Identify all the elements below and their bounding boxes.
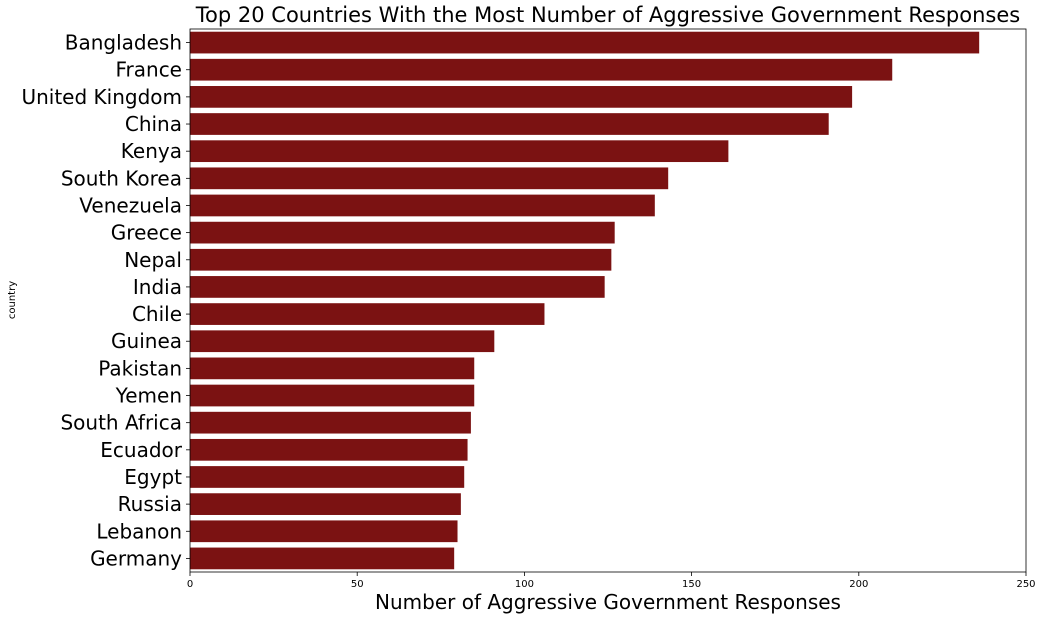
x-axis-label: Number of Aggressive Government Response… <box>375 590 841 614</box>
category-label: South Korea <box>61 166 182 190</box>
category-label: Pakistan <box>98 356 182 380</box>
category-label: Kenya <box>121 139 182 163</box>
category-label: Nepal <box>124 248 182 272</box>
bar-egypt <box>190 466 465 488</box>
category-label: Egypt <box>124 465 182 489</box>
category-label: Greece <box>111 221 182 245</box>
plot-frame <box>189 28 1027 573</box>
chart-title: Top 20 Countries With the Most Number of… <box>195 3 1020 27</box>
x-tick-label: 50 <box>351 579 364 590</box>
bar-bangladesh <box>190 31 980 54</box>
category-label: Germany <box>90 546 182 570</box>
x-tick-label: 100 <box>515 579 534 590</box>
x-axis-ticks: 0 50 100 150 200 250 <box>187 572 1036 590</box>
bar-ecuador <box>190 438 468 461</box>
bar-france <box>190 58 893 81</box>
category-label: India <box>133 275 182 299</box>
bar-greece <box>190 221 615 244</box>
bar-guinea <box>190 330 495 353</box>
category-label: Venezuela <box>79 193 182 217</box>
bar-china <box>190 113 829 135</box>
bar-russia <box>190 493 461 515</box>
category-label: Russia <box>118 492 182 516</box>
y-axis-label: country <box>7 281 18 319</box>
category-label: France <box>115 58 182 82</box>
category-label: Guinea <box>111 329 182 353</box>
x-tick-label: 200 <box>849 579 868 590</box>
bar-lebanon <box>190 520 458 543</box>
category-label: United Kingdom <box>21 85 182 109</box>
category-label: South Africa <box>60 411 182 435</box>
category-label: China <box>125 112 182 136</box>
bar-united-kingdom <box>190 86 853 108</box>
bar-chile <box>190 303 545 325</box>
category-label: Lebanon <box>96 519 182 543</box>
category-label: Bangladesh <box>65 31 182 55</box>
bar-venezuela <box>190 194 655 217</box>
bar-south-africa <box>190 411 471 434</box>
x-tick-label: 0 <box>187 579 193 590</box>
category-labels: Bangladesh France United Kingdom China Kenya… <box>21 31 190 570</box>
bars-group <box>190 31 980 570</box>
bar-india <box>190 276 605 298</box>
category-label: Ecuador <box>100 438 182 462</box>
bar-south-korea <box>190 167 669 190</box>
x-tick-label: 250 <box>1016 579 1035 590</box>
category-label: Yemen <box>115 384 182 408</box>
bar-kenya <box>190 140 729 163</box>
category-label: Chile <box>132 302 182 326</box>
bar-nepal <box>190 248 612 271</box>
bar-pakistan <box>190 357 475 380</box>
bar-yemen <box>190 384 475 407</box>
bar-germany <box>190 547 455 570</box>
x-tick-label: 150 <box>682 579 701 590</box>
